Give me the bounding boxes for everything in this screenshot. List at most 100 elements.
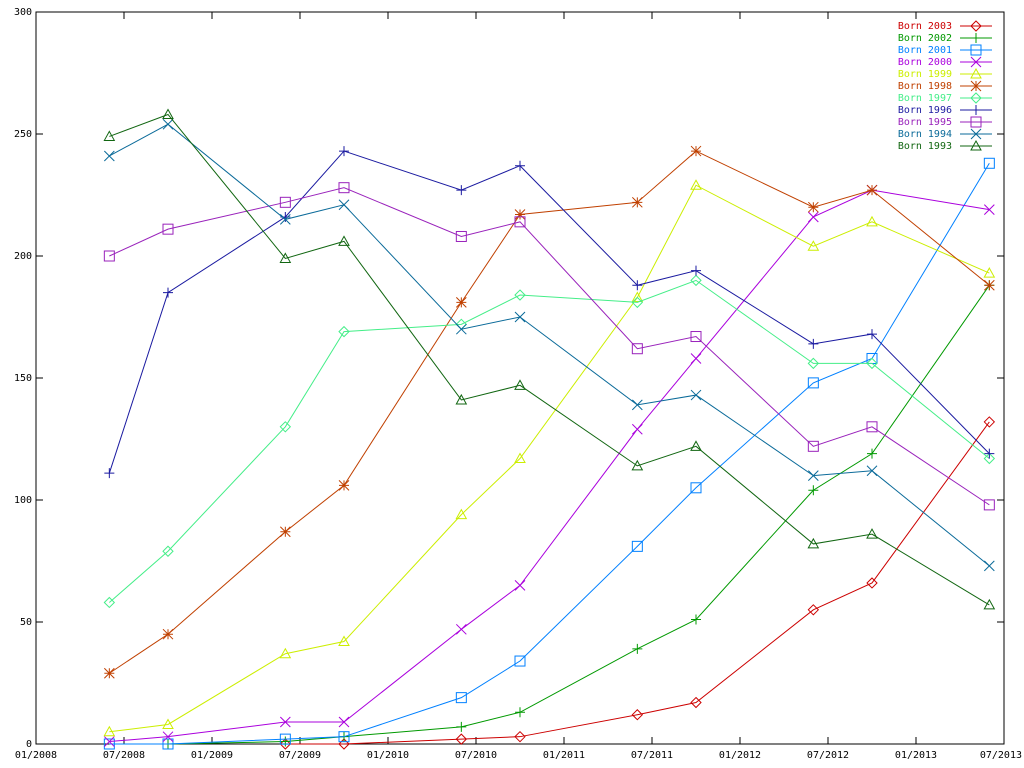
data-point xyxy=(514,580,526,591)
data-point xyxy=(163,287,173,298)
data-point xyxy=(104,468,115,479)
legend-item: Born 1995 xyxy=(898,116,992,128)
data-point xyxy=(162,223,174,235)
data-point xyxy=(455,297,467,308)
series-born-1998 xyxy=(103,145,995,679)
data-point xyxy=(338,738,350,750)
data-point xyxy=(866,421,878,433)
x-axis: 01/2008 07/2008 01/2009 07/2009 01/2010 07/20… xyxy=(15,12,1022,761)
legend-item: Born 2002 xyxy=(898,33,992,44)
data-point xyxy=(279,738,292,750)
data-point xyxy=(455,623,467,635)
x-tick-label: 01/2008 xyxy=(15,750,57,761)
data-point xyxy=(690,353,702,364)
data-point xyxy=(807,357,820,370)
data-point xyxy=(162,108,174,119)
legend-item: Born 1996 xyxy=(898,105,992,116)
data-point xyxy=(103,596,116,609)
series-born-1993 xyxy=(103,108,996,610)
series-line-born-1997 xyxy=(109,279,990,603)
data-point xyxy=(631,296,644,309)
data-point xyxy=(455,508,468,520)
legend-item: Born 1993 xyxy=(898,139,992,152)
data-point xyxy=(866,577,878,589)
x-tick-label: 01/2009 xyxy=(191,750,233,761)
data-point xyxy=(631,291,644,302)
data-point xyxy=(866,357,878,370)
data-point xyxy=(690,440,702,451)
data-point xyxy=(807,440,819,452)
y-tick-label: 0 xyxy=(26,739,32,750)
data-point xyxy=(103,150,115,162)
data-point xyxy=(866,465,878,477)
data-point xyxy=(691,265,701,276)
data-point xyxy=(514,379,526,390)
data-point xyxy=(103,738,115,750)
legend-label: Born 1997 xyxy=(898,93,952,104)
data-point xyxy=(338,182,350,194)
data-point xyxy=(632,280,643,291)
series-line-born-1995 xyxy=(109,187,990,506)
series-born-1999 xyxy=(103,179,996,737)
legend-label: Born 1993 xyxy=(898,141,952,152)
legend-item: Born 1999 xyxy=(898,67,992,80)
series-born-1994 xyxy=(103,118,995,572)
series-layer xyxy=(103,108,996,750)
x-tick-label: 01/2011 xyxy=(543,750,585,761)
data-point xyxy=(279,421,292,433)
x-tick-label: 07/2011 xyxy=(631,750,673,761)
data-point xyxy=(103,667,115,679)
data-point xyxy=(279,716,291,728)
data-point xyxy=(631,459,644,471)
y-axis: 0 50 100 150 200 250 300 xyxy=(14,7,1004,750)
y-tick-label: 150 xyxy=(14,373,32,384)
series-born-2003 xyxy=(279,416,996,750)
data-point xyxy=(807,377,819,389)
data-point xyxy=(690,179,702,190)
legend-item: Born 1998 xyxy=(898,80,992,92)
data-point xyxy=(279,733,291,745)
data-point xyxy=(455,733,468,745)
data-point xyxy=(808,338,819,349)
legend-label: Born 2003 xyxy=(898,21,952,32)
series-line-born-1999 xyxy=(109,184,990,733)
data-point xyxy=(690,482,702,494)
legend-item: Born 1997 xyxy=(898,92,992,104)
legend-swatch-marker xyxy=(970,56,982,68)
data-point xyxy=(162,718,174,729)
data-point xyxy=(690,274,702,287)
data-point xyxy=(455,323,467,335)
data-point xyxy=(515,160,525,171)
legend-label: Born 1996 xyxy=(898,105,952,116)
legend-swatch-marker xyxy=(970,116,982,128)
data-point xyxy=(514,216,526,228)
data-point xyxy=(983,598,996,610)
data-point xyxy=(103,725,116,737)
data-point xyxy=(807,604,820,616)
legend-swatch-marker xyxy=(970,128,982,140)
x-tick-label: 01/2010 xyxy=(367,750,409,761)
series-born-2000 xyxy=(103,184,995,747)
data-point xyxy=(631,196,643,208)
data-point xyxy=(808,485,819,496)
data-point xyxy=(631,709,644,721)
data-point xyxy=(807,240,820,251)
data-point xyxy=(807,201,819,213)
series-line-born-2001 xyxy=(109,163,990,745)
data-point xyxy=(162,738,174,750)
data-point xyxy=(338,716,350,728)
data-point xyxy=(983,560,995,572)
data-point xyxy=(338,325,350,338)
data-point xyxy=(103,736,115,747)
data-point xyxy=(690,389,702,401)
data-point xyxy=(514,311,526,323)
y-tick-label: 100 xyxy=(14,495,32,506)
data-point xyxy=(338,199,350,211)
data-point xyxy=(279,196,291,208)
y-tick-label: 300 xyxy=(14,7,32,18)
legend-swatch-marker xyxy=(970,44,982,56)
x-tick-label: 01/2012 xyxy=(719,750,761,761)
y-tick-label: 250 xyxy=(14,129,32,140)
data-point xyxy=(631,540,643,552)
series-born-1995 xyxy=(103,182,995,511)
